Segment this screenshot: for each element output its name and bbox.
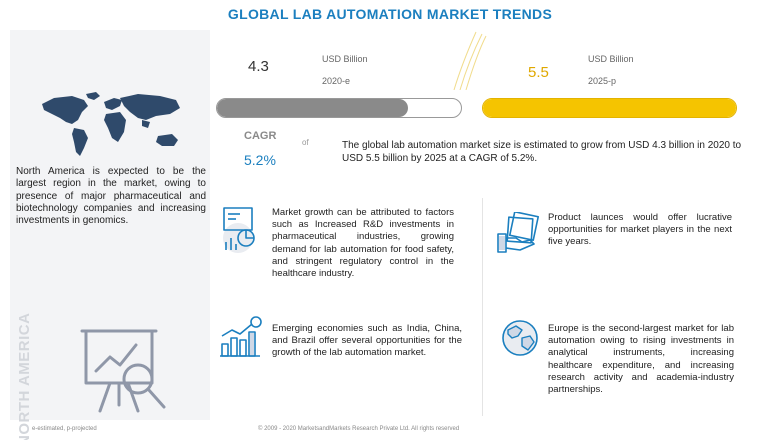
content-divider	[482, 198, 483, 416]
value-2025: 5.5	[528, 64, 549, 81]
growth-chart-icon	[220, 316, 262, 357]
unit-label-2020: USD Billion	[322, 54, 368, 64]
north-america-text: North America is expected to be the larg…	[16, 166, 206, 227]
year-label-2025: 2025-p	[588, 76, 617, 86]
product-launch-text: Product launces would offer lucrative op…	[548, 212, 732, 248]
market-summary: The global lab automation market size is…	[342, 140, 742, 164]
year-label-2020: 2020-e	[322, 76, 351, 86]
page-title: GLOBAL LAB AUTOMATION MARKET TRENDS	[227, 6, 553, 22]
north-america-label: NORTH AMERICA	[16, 312, 33, 440]
market-size-panel: 4.3 USD Billion 2020-e 5.5 USD Billion 2…	[210, 30, 770, 190]
bar-2025	[483, 99, 736, 117]
emerging-economies-text: Emerging economies such as India, China,…	[272, 323, 462, 359]
value-2020: 4.3	[248, 58, 269, 75]
bar-2020-track	[216, 98, 462, 118]
bar-2025-track	[482, 98, 737, 118]
decorative-curves-icon	[453, 31, 487, 90]
analytics-icon	[223, 207, 255, 253]
cagr-of-text: of	[302, 138, 309, 147]
cagr-value: 5.2%	[244, 152, 276, 168]
bar-2020	[217, 99, 408, 117]
europe-text: Europe is the second-largest market for …	[548, 323, 734, 396]
money-hand-icon	[497, 212, 540, 253]
footer-copyright: © 2009 - 2020 MarketsandMarkets Research…	[258, 426, 460, 432]
market-growth-text: Market growth can be attributed to facto…	[272, 207, 454, 280]
unit-label-2025: USD Billion	[588, 54, 634, 64]
cagr-label: CAGR	[244, 130, 277, 142]
chart-magnifier-icon	[80, 329, 166, 413]
footer-note: e-estimated, p-projected	[32, 426, 97, 432]
globe-icon	[502, 320, 538, 356]
world-map-icon	[42, 92, 180, 156]
left-panel: North America is expected to be the larg…	[10, 30, 210, 440]
